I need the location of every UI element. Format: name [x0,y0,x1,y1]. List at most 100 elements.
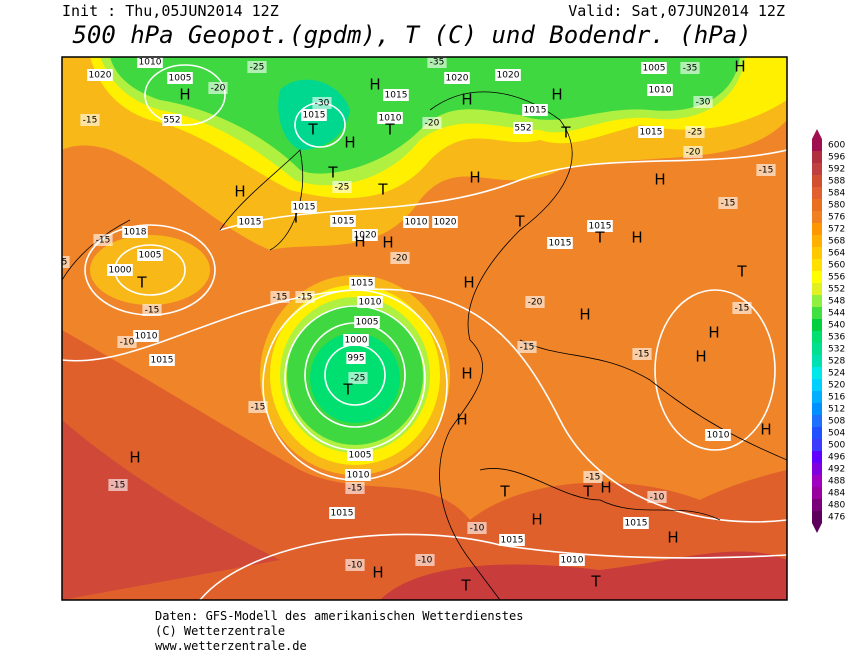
label-box [345,469,371,481]
colorbar-swatch [812,259,822,271]
colorbar-swatch [812,151,822,163]
colorbar-swatch [812,355,822,367]
label-box [345,559,365,571]
label-box [348,372,368,384]
contour-label: 1010 [649,86,672,96]
pressure-center: H [382,234,393,252]
colorbar-label: 556 [828,273,845,283]
contour-label: -10 [470,524,485,534]
contour-label: 1015 [239,218,262,228]
label-box [122,226,148,238]
label-box [680,62,700,74]
label-box [587,220,613,232]
contour-label: -10 [650,493,665,503]
label-box [133,330,159,342]
colorbar-label: 480 [828,501,845,511]
colorbar-swatch [812,139,822,151]
contour-label: 1020 [497,71,520,81]
contour-label: 1010 [135,332,158,342]
label-box [352,229,378,241]
pressure-center: T [384,121,395,139]
label-box [632,348,652,360]
label-box [522,104,548,116]
contour-label: -15 [53,258,68,268]
contour-label: -15 [721,199,736,209]
label-box [354,316,380,328]
contour-label: -15 [145,306,160,316]
pressure-center: H [667,529,678,547]
pressure-center: H [469,169,480,187]
contour-label: 1020 [354,231,377,241]
label-box [683,146,703,158]
contour-label: -25 [688,128,703,138]
label-box [377,112,403,124]
colorbar-label: 512 [828,405,845,415]
contour-label: -20 [686,148,701,158]
label-box [495,69,521,81]
pressure-center: T [582,483,593,501]
colorbar-label: 516 [828,393,845,403]
contour-label: -15 [520,343,535,353]
contour-label: -15 [83,116,98,126]
label-box [330,215,356,227]
contour-label: -15 [273,293,288,303]
contour-label: 1010 [405,218,428,228]
pressure-center: H [354,233,365,251]
label-box [641,62,667,74]
pressure-center: H [179,86,190,104]
contour-label: 1015 [589,222,612,232]
contour-label: 1020 [446,74,469,84]
colorbar-swatch [812,439,822,451]
contour-label: 552 [514,124,531,134]
label-box [247,61,267,73]
contour-label: 1005 [643,64,666,74]
colorbar-label: 588 [828,177,845,187]
colorbar-swatch [812,463,822,475]
contour-label: -15 [348,484,363,494]
contour-label: -15 [298,293,313,303]
contour-label: 1015 [625,519,648,529]
pressure-center: H [234,183,245,201]
colorbar-label: 500 [828,441,845,451]
contour-label: 552 [163,116,180,126]
contour-label: 1010 [379,114,402,124]
label-box [693,96,713,108]
label-box [756,164,776,176]
pressure-center: T [377,181,388,199]
contour-label: -15 [735,304,750,314]
colorbar-swatch [812,319,822,331]
pressure-center: T [307,121,318,139]
colorbar-swatch [812,223,822,235]
label-box [638,126,664,138]
pressure-center: T [290,209,301,227]
pressure-center: T [594,229,605,247]
label-box [248,401,268,413]
contour-label: -20 [528,298,543,308]
colorbar-swatch [812,187,822,199]
pressure-center: H [631,229,642,247]
contour-label: -15 [759,166,774,176]
colorbar-swatch [812,427,822,439]
contour-label: -15 [251,403,266,413]
contour-label: -25 [250,63,265,73]
contour-label: 1015 [640,128,663,138]
contour-label: 1000 [345,336,368,346]
footer-copyright: (C) Wetterzentrale [155,624,285,638]
contour-label: 1010 [561,556,584,566]
colorbar-swatch [812,391,822,403]
contour-label: -35 [430,58,445,68]
colorbar-swatch [812,235,822,247]
contour-label: 1005 [139,251,162,261]
colorbar-label: 592 [828,165,845,175]
label-box [517,341,537,353]
label-box [390,252,410,264]
pressure-center: H [734,58,745,76]
colorbar-label: 484 [828,489,845,499]
valid-time: Valid: Sat,07JUN2014 12Z [568,2,785,20]
colorbar-label: 600 [828,141,845,151]
pressure-center: T [460,577,471,595]
colorbar-swatch [812,271,822,283]
contour-label: -15 [635,350,650,360]
pressure-center: H [461,365,472,383]
colorbar-label: 528 [828,357,845,367]
